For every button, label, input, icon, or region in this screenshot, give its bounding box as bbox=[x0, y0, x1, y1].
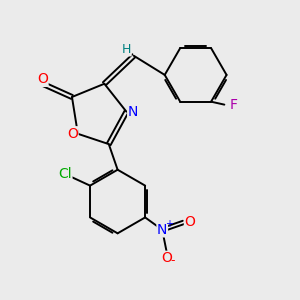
Text: +: + bbox=[165, 220, 173, 230]
Text: O: O bbox=[161, 251, 172, 266]
Text: H: H bbox=[122, 43, 131, 56]
Text: F: F bbox=[229, 98, 237, 112]
Text: Cl: Cl bbox=[58, 167, 72, 181]
Text: -: - bbox=[171, 254, 175, 267]
Text: O: O bbox=[184, 215, 195, 230]
Text: N: N bbox=[157, 223, 167, 237]
Text: N: N bbox=[128, 105, 138, 119]
Text: O: O bbox=[37, 72, 48, 86]
Text: O: O bbox=[67, 127, 78, 141]
